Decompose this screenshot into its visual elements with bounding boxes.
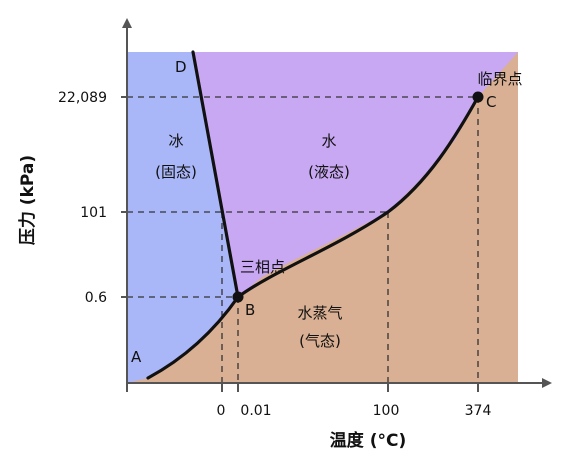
y-tick-label: 101 bbox=[80, 205, 107, 221]
y-tick-label: 0.6 bbox=[85, 290, 107, 306]
point-b-label: B bbox=[245, 301, 255, 319]
x-tick-label: 374 bbox=[465, 403, 492, 419]
x-axis-title: 温度 (°C) bbox=[330, 430, 406, 451]
vaporization-curve bbox=[236, 95, 480, 299]
x-tick-label: 0 bbox=[217, 403, 226, 419]
liquid-region-label: 水 bbox=[321, 132, 336, 150]
liquid-region bbox=[193, 52, 518, 297]
point-a-label: A bbox=[131, 348, 142, 366]
x-tick-label: 0.01 bbox=[240, 403, 271, 419]
solid-region-label: 冰 bbox=[168, 132, 183, 150]
solid-region-state: (固态) bbox=[155, 163, 197, 181]
x-tick-label: 100 bbox=[373, 403, 400, 419]
point-c-label: C bbox=[486, 93, 496, 111]
gas-region-label: 水蒸气 bbox=[297, 304, 342, 322]
triple-point-marker bbox=[232, 291, 244, 303]
y-tick-label: 22,089 bbox=[58, 90, 107, 106]
point-d-label: D bbox=[175, 58, 187, 76]
y-axis-title: 压力 (kPa) bbox=[17, 155, 38, 245]
gas-region-state: (气态) bbox=[299, 332, 341, 350]
triple-point-label: 三相点 bbox=[240, 258, 285, 276]
phase-boundaries bbox=[146, 50, 480, 380]
guide-lines bbox=[127, 96, 479, 383]
axes bbox=[121, 18, 552, 392]
critical-point-marker bbox=[472, 91, 484, 103]
critical-point-label: 临界点 bbox=[477, 70, 522, 88]
sublimation-curve bbox=[146, 295, 240, 380]
melting-curve bbox=[191, 50, 240, 299]
liquid-region-state: (液态) bbox=[308, 163, 350, 181]
solid-region bbox=[127, 52, 238, 383]
